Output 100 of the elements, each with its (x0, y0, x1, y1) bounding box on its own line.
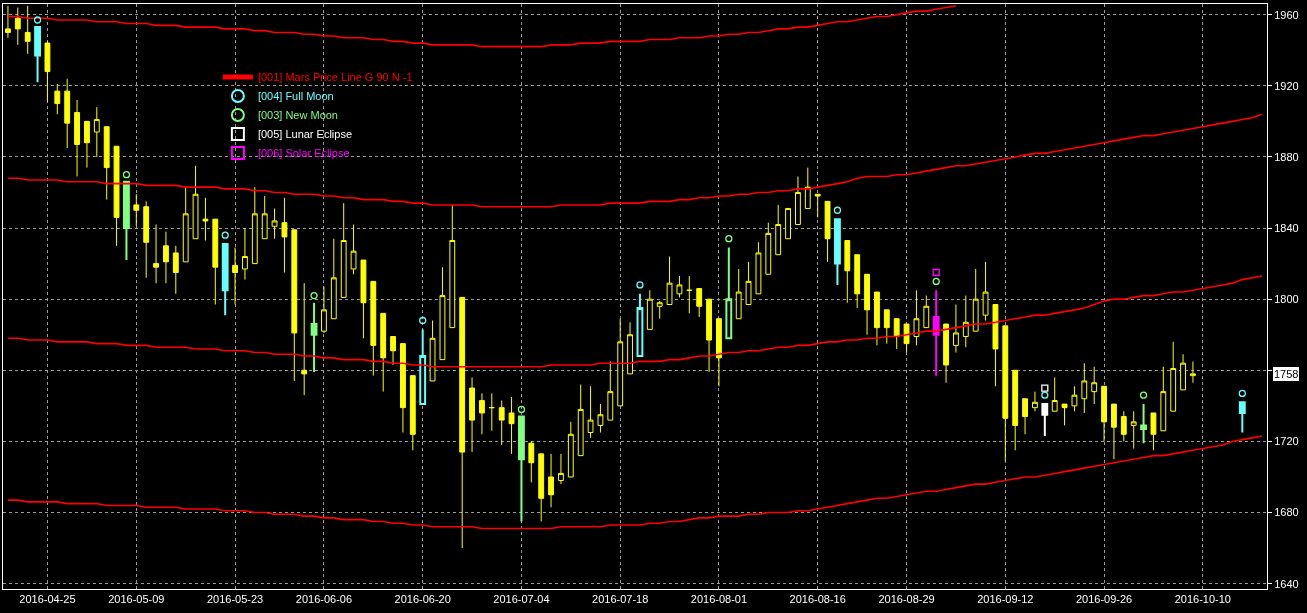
y-tick-label: 1880 (1274, 150, 1299, 163)
candlestick (103, 126, 110, 201)
candlestick (281, 197, 288, 273)
candlestick (814, 193, 821, 218)
point (932, 268, 940, 277)
candlestick (113, 145, 120, 247)
x-tick-label: 2016-09-12 (977, 593, 1034, 606)
candlestick (577, 384, 584, 457)
candlestick (192, 165, 199, 240)
x-tick-label: 2016-06-06 (295, 593, 353, 606)
candlestick (14, 7, 21, 46)
candlestick (153, 223, 159, 284)
candlestick (972, 268, 979, 332)
y-tick-label: 1920 (1274, 79, 1299, 92)
candlestick (617, 318, 624, 407)
candlestick (400, 343, 406, 434)
candlestick (795, 175, 801, 225)
candlestick (1130, 410, 1137, 450)
candlestick (706, 298, 712, 373)
x-tick-label: 2016-05-09 (108, 593, 165, 606)
x-tick-label: 2016-04-25 (19, 593, 76, 606)
line-series (7, 435, 1263, 530)
candlestick (84, 120, 90, 169)
candlestick (864, 273, 870, 336)
candlestick (232, 247, 238, 305)
point (122, 171, 131, 179)
candlestick (518, 415, 525, 523)
y-tick-label: 1640 (1274, 577, 1299, 590)
point (517, 405, 526, 414)
candlestick (64, 78, 71, 149)
candlestick (172, 245, 179, 295)
candlestick (1022, 398, 1028, 435)
candlestick (538, 453, 545, 522)
candlestick (1150, 412, 1157, 451)
candlestick (380, 312, 387, 393)
candlestick (479, 392, 485, 435)
y-tick-label: 1680 (1274, 506, 1299, 519)
candlestick (923, 295, 930, 329)
candlestick (429, 320, 436, 382)
point (310, 291, 318, 300)
candlestick (982, 261, 989, 321)
line-series (7, 4, 957, 48)
candlestick (221, 243, 229, 317)
candlestick (932, 289, 940, 377)
candlestick (735, 268, 742, 320)
candlestick (1180, 353, 1186, 391)
line-series (7, 113, 1263, 208)
candlestick (765, 222, 772, 275)
legend-label: [006] Solar Eclipse (257, 147, 350, 160)
candlestick (242, 227, 248, 281)
candlestick (44, 40, 51, 103)
legend-label: [004] Full Moon (257, 90, 334, 103)
candlestick (419, 328, 427, 406)
candlestick (1111, 403, 1117, 460)
y-tick-label: 1800 (1274, 293, 1299, 306)
candlestick (202, 197, 209, 241)
candlestick (953, 304, 959, 354)
candlestick (5, 5, 11, 39)
legend-label: [001] Mars Price Line G 90 N -1 (257, 71, 413, 84)
candlestick (498, 400, 505, 446)
candlestick (607, 360, 614, 421)
candlestick (587, 385, 594, 439)
candlestick (370, 280, 377, 377)
candlestick (321, 286, 327, 334)
candlestick (824, 200, 831, 263)
candlestick (1140, 403, 1147, 445)
x-tick-label: 2016-09-26 (1075, 593, 1133, 606)
candlestick (340, 202, 347, 298)
candlestick (1002, 325, 1009, 462)
candlestick (1051, 376, 1058, 412)
x-tick-label: 2016-10-10 (1174, 593, 1231, 606)
candlestick (508, 396, 515, 455)
candlestick (854, 254, 861, 309)
candlestick (1061, 403, 1068, 426)
candlestick (636, 292, 644, 358)
candlestick (696, 288, 703, 318)
candlestick (992, 304, 999, 387)
candlestick (54, 83, 61, 115)
candlestick (1120, 410, 1127, 442)
candlestick (310, 301, 318, 374)
candlestick (1012, 369, 1019, 451)
candlestick (804, 167, 811, 209)
x-tick-label: 2016-08-16 (789, 593, 846, 606)
point (833, 206, 842, 214)
candlestick (558, 453, 564, 485)
candlestick (548, 453, 554, 508)
x-tick-label: 2016-08-29 (878, 593, 935, 606)
candlestick (1101, 385, 1107, 442)
candlestick (291, 229, 298, 382)
candlestick (133, 193, 140, 227)
point (725, 235, 733, 243)
candlestick (567, 421, 574, 478)
legend-label: [003] New Moon (257, 109, 338, 122)
candlestick (656, 300, 663, 320)
candlestick (212, 218, 219, 305)
point (636, 281, 644, 289)
candlestick (93, 106, 100, 158)
x-tick-label: 2016-07-18 (592, 593, 649, 606)
candlestick (785, 207, 791, 240)
candlestick (469, 376, 475, 453)
